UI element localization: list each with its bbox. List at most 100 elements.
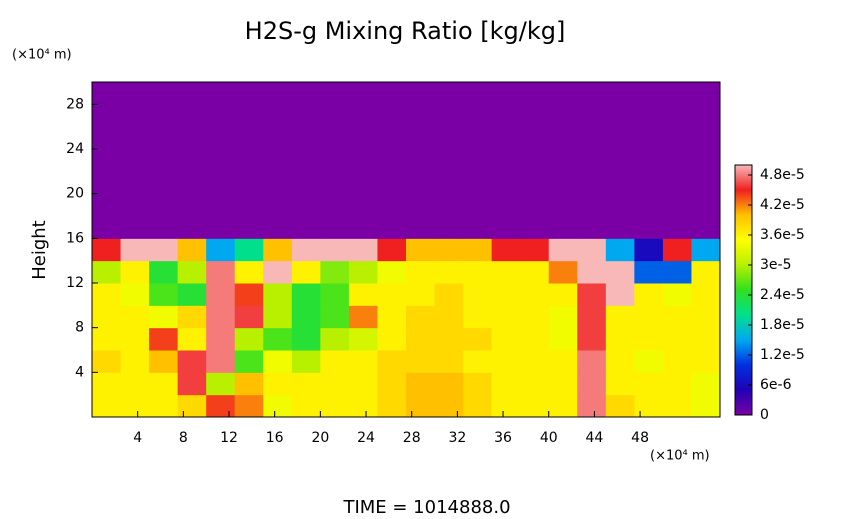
heatmap-cell: [206, 82, 236, 105]
heatmap-cell: [691, 305, 721, 329]
heatmap-cell: [234, 283, 264, 306]
y-tick-label: 8: [75, 320, 84, 336]
heatmap-cell: [206, 372, 236, 396]
colorbar-tick-label: 3e-5: [760, 257, 791, 273]
heatmap-cell: [605, 193, 635, 217]
heatmap-cell: [605, 327, 635, 351]
heatmap-cell: [434, 238, 464, 262]
heatmap-cell: [377, 327, 407, 351]
heatmap-cell: [577, 238, 607, 262]
heatmap-cell: [463, 216, 493, 239]
heatmap-cell: [234, 82, 264, 105]
heatmap-cell: [577, 193, 607, 217]
heatmap-cell: [291, 238, 321, 262]
heatmap-cell: [491, 350, 521, 373]
heatmap-cell: [206, 327, 236, 351]
heatmap-cell: [577, 126, 607, 150]
heatmap-cell: [234, 350, 264, 373]
heatmap-cell: [634, 260, 664, 284]
heatmap-cell: [149, 283, 179, 306]
heatmap-cell: [234, 104, 264, 128]
heatmap-cell: [234, 149, 264, 172]
heatmap-cell: [463, 104, 493, 128]
heatmap-cell: [548, 350, 578, 373]
heatmap-cell: [406, 372, 436, 396]
heatmap-cell: [291, 372, 321, 396]
heatmap-cell: [520, 372, 550, 396]
heatmap-cell: [120, 260, 150, 284]
heatmap-cell: [206, 350, 236, 373]
heatmap-cell: [320, 82, 350, 105]
y-tick-label: 28: [66, 96, 84, 112]
heatmap-cell: [92, 193, 122, 217]
heatmap-cell: [691, 372, 721, 396]
heatmap-cell: [691, 216, 721, 239]
heatmap-cell: [691, 149, 721, 172]
heatmap-cell: [149, 350, 179, 373]
heatmap-cell: [634, 350, 664, 373]
heatmap-cell: [463, 238, 493, 262]
heatmap-cell: [434, 149, 464, 172]
heatmap-cell: [120, 305, 150, 329]
heatmap-cell: [291, 216, 321, 239]
heatmap-cell: [177, 126, 207, 150]
heatmap-cell: [377, 149, 407, 172]
heatmap-cell: [605, 104, 635, 128]
heatmap-cell: [634, 104, 664, 128]
heatmap-cell: [662, 216, 692, 239]
heatmap-cell: [348, 193, 378, 217]
heatmap-cell: [206, 126, 236, 150]
colorbar-tick-label: 1.8e-5: [760, 317, 805, 333]
heatmap-cell: [520, 260, 550, 284]
x-tick-label: 24: [357, 430, 375, 446]
heatmap-cell: [149, 104, 179, 128]
heatmap-cell: [605, 238, 635, 262]
heatmap-cell: [234, 327, 264, 351]
heatmap-cell: [206, 238, 236, 262]
heatmap-cell: [577, 327, 607, 351]
heatmap-cell: [263, 283, 293, 306]
heatmap-cell: [548, 216, 578, 239]
heatmap-cell: [662, 171, 692, 195]
heatmap-cell: [577, 216, 607, 239]
heatmap-cell: [263, 394, 293, 418]
heatmap-cell: [177, 350, 207, 373]
heatmap-cell: [491, 82, 521, 105]
heatmap-cell: [577, 149, 607, 172]
colorbar-tick-label: 2.4e-5: [760, 287, 805, 303]
heatmap-cell: [406, 193, 436, 217]
heatmap-cell: [348, 305, 378, 329]
heatmap-cell: [149, 305, 179, 329]
heatmap-cell: [234, 372, 264, 396]
heatmap-cell: [406, 216, 436, 239]
heatmap-cell: [406, 149, 436, 172]
heatmap-cell: [520, 193, 550, 217]
heatmap-cell: [92, 260, 122, 284]
heatmap-cell: [691, 238, 721, 262]
heatmap-cell: [320, 126, 350, 150]
heatmap-cell: [92, 394, 122, 418]
heatmap-cell: [377, 82, 407, 105]
heatmap-cell: [120, 82, 150, 105]
heatmap-cell: [348, 171, 378, 195]
heatmap-cell: [206, 104, 236, 128]
heatmap-cell: [463, 372, 493, 396]
heatmap-cell: [434, 216, 464, 239]
heatmap-cell: [120, 283, 150, 306]
heatmap-cell: [177, 171, 207, 195]
heatmap-cell: [206, 193, 236, 217]
heatmap-cell: [548, 283, 578, 306]
heatmap-cell: [520, 305, 550, 329]
heatmap-cell: [491, 171, 521, 195]
heatmap-cell: [177, 283, 207, 306]
heatmap-cell: [92, 82, 122, 105]
heatmap-cell: [520, 82, 550, 105]
y-tick-label: 4: [75, 364, 84, 380]
heatmap-cell: [548, 394, 578, 418]
x-tick-label: 40: [540, 430, 558, 446]
heatmap-cell: [149, 238, 179, 262]
heatmap-cell: [605, 372, 635, 396]
heatmap-cell: [577, 82, 607, 105]
heatmap-cell: [177, 327, 207, 351]
heatmap-cell: [149, 82, 179, 105]
